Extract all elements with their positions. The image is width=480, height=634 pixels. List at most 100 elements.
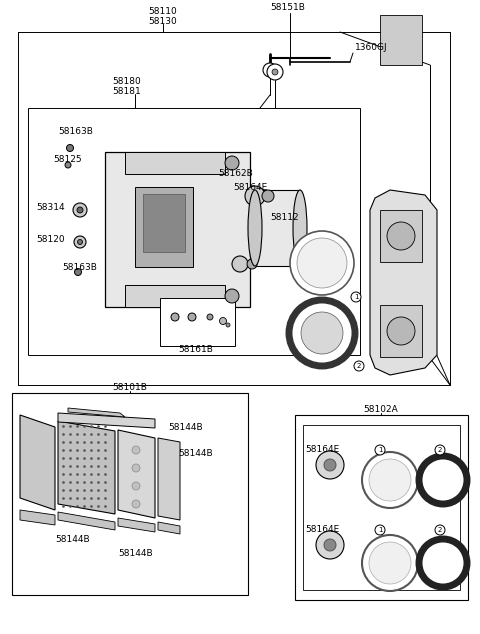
Circle shape (316, 531, 344, 559)
Text: 58181: 58181 (112, 87, 141, 96)
Text: 58144B: 58144B (168, 424, 203, 432)
Circle shape (219, 318, 227, 325)
Circle shape (77, 207, 83, 213)
Bar (380, 305, 422, 357)
Bar (105, 152, 250, 307)
Circle shape (188, 313, 196, 321)
Circle shape (245, 186, 265, 206)
Circle shape (362, 535, 418, 591)
Circle shape (290, 231, 354, 295)
Circle shape (375, 525, 385, 535)
Text: 58144B: 58144B (118, 548, 153, 557)
Circle shape (369, 542, 411, 584)
Text: 58180: 58180 (112, 77, 141, 86)
Circle shape (289, 300, 355, 366)
Bar (143, 194, 185, 252)
Text: 58161B: 58161B (178, 346, 213, 354)
Circle shape (324, 539, 336, 551)
Polygon shape (118, 518, 155, 532)
Circle shape (354, 361, 364, 371)
Circle shape (225, 289, 239, 303)
Text: 1360GJ: 1360GJ (355, 44, 388, 53)
Text: 58110: 58110 (148, 8, 177, 16)
Bar (28, 108, 360, 355)
Circle shape (301, 312, 343, 354)
Bar (125, 285, 225, 307)
Circle shape (272, 69, 278, 75)
Polygon shape (118, 430, 155, 518)
Circle shape (232, 256, 248, 272)
Polygon shape (20, 415, 55, 510)
Circle shape (362, 452, 418, 508)
Circle shape (132, 464, 140, 472)
Text: 2: 2 (438, 527, 442, 533)
Text: 2: 2 (438, 447, 442, 453)
Circle shape (267, 64, 283, 80)
Bar (295, 415, 468, 600)
Polygon shape (58, 421, 115, 514)
Circle shape (132, 482, 140, 490)
Circle shape (375, 445, 385, 455)
Text: 1: 1 (378, 447, 382, 453)
Circle shape (73, 203, 87, 217)
Text: 58314: 58314 (36, 202, 65, 212)
Bar (160, 298, 235, 346)
Text: 1: 1 (354, 294, 358, 300)
Text: 58164E: 58164E (233, 183, 267, 191)
Text: 58130: 58130 (148, 18, 177, 27)
Bar (255, 190, 300, 266)
Text: 1: 1 (378, 527, 382, 533)
Bar (135, 187, 193, 267)
Polygon shape (68, 408, 125, 417)
Circle shape (351, 292, 361, 302)
Circle shape (132, 446, 140, 454)
Circle shape (77, 240, 83, 245)
Circle shape (225, 156, 239, 170)
Circle shape (435, 525, 445, 535)
Circle shape (132, 500, 140, 508)
Circle shape (65, 162, 71, 168)
Circle shape (226, 323, 230, 327)
Bar (303, 425, 460, 590)
Circle shape (262, 190, 274, 202)
Text: 58163B: 58163B (58, 127, 93, 136)
Text: 58144B: 58144B (55, 536, 90, 545)
Circle shape (435, 445, 445, 455)
Circle shape (419, 456, 467, 504)
Text: 58164E: 58164E (305, 526, 339, 534)
Bar (380, 15, 422, 65)
Circle shape (67, 145, 73, 152)
Text: 58144B: 58144B (178, 448, 213, 458)
Circle shape (387, 317, 415, 345)
Polygon shape (158, 522, 180, 534)
Text: 58102A: 58102A (364, 406, 398, 415)
Ellipse shape (248, 190, 262, 266)
Text: 58162B: 58162B (218, 169, 253, 179)
Circle shape (207, 314, 213, 320)
Polygon shape (370, 190, 437, 375)
Circle shape (74, 236, 86, 248)
Circle shape (324, 459, 336, 471)
Text: 58112: 58112 (270, 214, 299, 223)
Circle shape (316, 451, 344, 479)
Text: 2: 2 (357, 363, 361, 369)
Circle shape (171, 313, 179, 321)
Circle shape (263, 63, 277, 77)
Circle shape (74, 269, 82, 276)
Text: 58163B: 58163B (62, 264, 97, 273)
Text: 58125: 58125 (53, 155, 82, 164)
Circle shape (267, 67, 273, 72)
Circle shape (369, 459, 411, 501)
Text: 58164E: 58164E (305, 446, 339, 455)
Bar (125, 152, 225, 174)
Circle shape (387, 222, 415, 250)
Circle shape (297, 238, 347, 288)
Ellipse shape (293, 190, 307, 266)
Text: 58120: 58120 (36, 235, 65, 245)
Polygon shape (158, 438, 180, 520)
Polygon shape (20, 510, 55, 525)
Circle shape (419, 539, 467, 587)
Polygon shape (58, 512, 115, 530)
Bar (12, 393, 248, 595)
Polygon shape (58, 413, 155, 428)
